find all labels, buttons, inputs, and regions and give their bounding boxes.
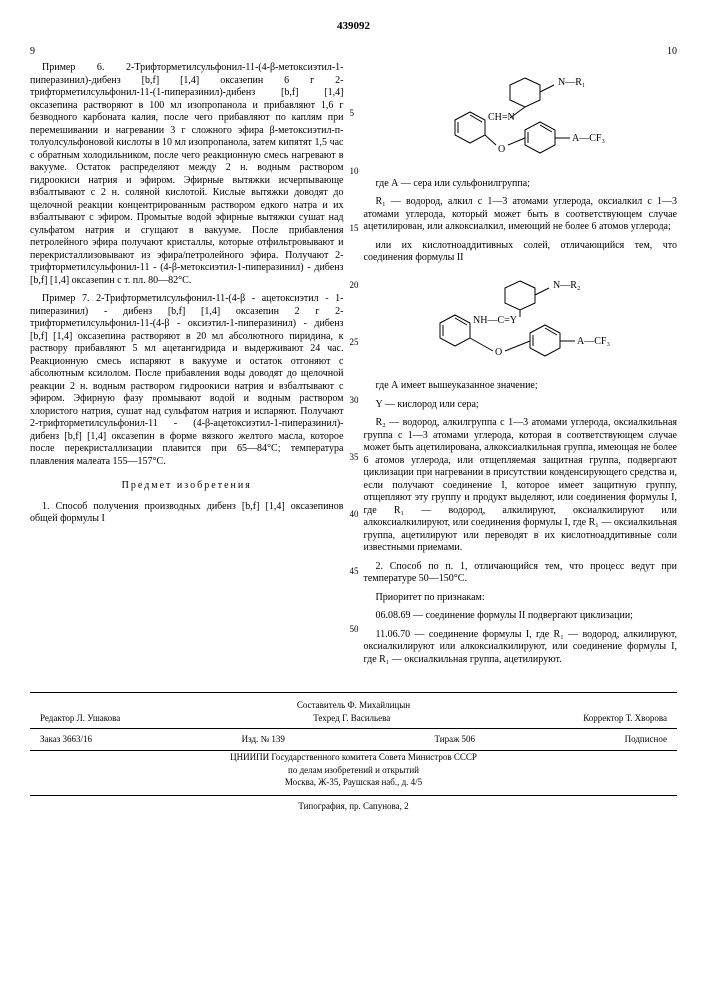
- izd-no: Изд. № 139: [242, 733, 285, 746]
- footer-publication: Заказ 3663/16 Изд. № 139 Тираж 506 Подпи…: [30, 728, 677, 751]
- chem1-r1: N—R₁: [558, 77, 585, 88]
- page-left: 9: [30, 46, 35, 59]
- corrector: Корректор Т. Хворова: [583, 712, 667, 725]
- org-line-1: ЦНИИПИ Государственного комитета Совета …: [30, 751, 677, 764]
- claim-2: 2. Способ по п. 1, отличающийся тем, что…: [364, 561, 678, 586]
- page-right: 10: [667, 46, 677, 59]
- editor: Редактор Л. Ушакова: [40, 712, 120, 725]
- chem1-cf3: A—CF₃: [572, 133, 605, 144]
- formula-1: N—R₁ CH=N O A—CF₃: [364, 70, 678, 170]
- example-7: Пример 7. 2-Трифторметилсульфонил-11-(4-…: [30, 293, 344, 468]
- where-a: где А — сера или сульфонилгруппа;: [364, 178, 678, 191]
- where-r2: R₂ — водород, алкилгруппа с 1—3 атомами …: [364, 417, 678, 555]
- or-salts: или их кислотноаддитивных солей, отличаю…: [364, 240, 678, 265]
- chem2-o: O: [495, 347, 502, 358]
- ln-25: 25: [350, 337, 359, 348]
- columns: Пример 6. 2-Трифторметилсульфонил-11-(4-…: [30, 62, 677, 672]
- footer-credits: Редактор Л. Ушакова Техред Г. Васильева …: [30, 712, 677, 725]
- priority-1: 06.08.69 — соединение формулы II подверг…: [364, 610, 678, 623]
- line-numbers: 5 10 15 20 25 30 35 40 45 50: [350, 62, 359, 635]
- left-column: Пример 6. 2-Трифторметилсульфонил-11-(4-…: [30, 62, 344, 672]
- patent-number: 439092: [30, 20, 677, 34]
- example-6: Пример 6. 2-Трифторметилсульфонил-11-(4-…: [30, 62, 344, 287]
- ln-10: 10: [350, 166, 359, 177]
- right-column: 5 10 15 20 25 30 35 40 45 50 N—R₁ CH=N: [364, 62, 678, 672]
- ln-15: 15: [350, 223, 359, 234]
- compiler: Составитель Ф. Михайлицын: [30, 699, 677, 712]
- chem2-cf3: A—CF₃: [577, 336, 610, 347]
- ln-30: 30: [350, 395, 359, 406]
- ln-50: 50: [350, 624, 359, 635]
- footer: Составитель Ф. Михайлицын Редактор Л. Уш…: [30, 692, 677, 812]
- section-title: Предмет изобретения: [30, 480, 344, 493]
- where-y: Y — кислород или сера;: [364, 399, 678, 412]
- chem1-o: O: [498, 144, 505, 155]
- formula-2: N—R₂ NH—C=Y O A—CF₃: [364, 273, 678, 373]
- chem2-nh: NH—C=Y: [473, 315, 517, 326]
- typography: Типография, пр. Сапунова, 2: [30, 795, 677, 813]
- page-numbers: 9 10: [30, 46, 677, 59]
- ln-45: 45: [350, 566, 359, 577]
- org-line-2: по делам изобретений и открытий: [30, 764, 677, 777]
- ln-35: 35: [350, 452, 359, 463]
- org-address: Москва, Ж-35, Раушская наб., д. 4/5: [30, 776, 677, 789]
- priority-2: 11.06.70 — соединение формулы I, где R₁ …: [364, 629, 678, 667]
- chem2-r2: N—R₂: [553, 280, 580, 291]
- ln-5: 5: [350, 108, 359, 119]
- techred: Техред Г. Васильева: [313, 712, 390, 725]
- ln-40: 40: [350, 509, 359, 520]
- order-no: Заказ 3663/16: [40, 733, 92, 746]
- ln-20: 20: [350, 280, 359, 291]
- where-a2: где А имеет вышеуказанное значение;: [364, 380, 678, 393]
- priority-title: Приоритет по признакам:: [364, 592, 678, 605]
- subscription: Подписное: [625, 733, 667, 746]
- tirazh: Тираж 506: [434, 733, 475, 746]
- where-r1: R₁ — водород, алкил с 1—3 атомами углеро…: [364, 196, 678, 234]
- claim-1-intro: 1. Способ получения производных дибенз […: [30, 501, 344, 526]
